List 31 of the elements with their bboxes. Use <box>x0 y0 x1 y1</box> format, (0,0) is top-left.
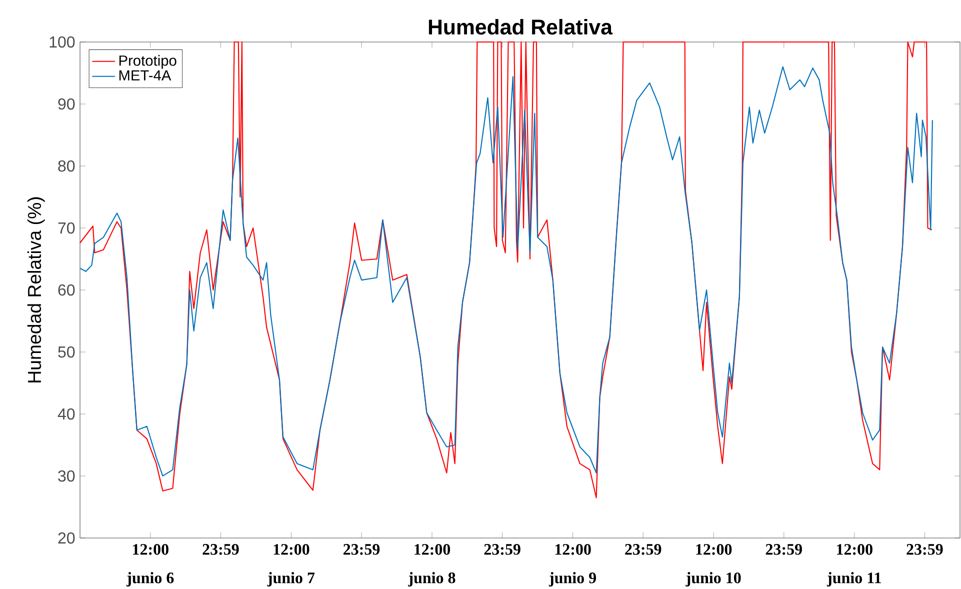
y-tick-label: 80 <box>58 160 75 172</box>
text: junio 8 <box>408 572 456 587</box>
y-tick-label: 50 <box>58 346 75 358</box>
y-tick-label: 100 <box>50 36 75 48</box>
text: junio 11 <box>826 572 881 587</box>
x-tick-label: 12:00 <box>414 544 450 555</box>
x-tick-label: 12:00 <box>837 544 872 555</box>
text: junio 7 <box>267 572 315 587</box>
x-tick-label: 23:59 <box>344 544 380 555</box>
x-tick-label: 23:59 <box>625 544 662 555</box>
x-tick-label: 23:59 <box>766 544 802 555</box>
legend-label: Prototipo <box>119 55 176 69</box>
y-axis-title: Humedad Relativa (%) <box>27 197 45 382</box>
y-tick-label: 60 <box>58 284 75 296</box>
x-tick-label: 12:00 <box>555 544 591 555</box>
text: junio 9 <box>548 572 596 587</box>
x-tick-label: 23:59 <box>906 544 943 555</box>
x-tick-label: 23:59 <box>202 544 239 555</box>
y-tick-label: 20 <box>58 532 75 544</box>
x-tick-label: 12:00 <box>274 544 310 555</box>
legend-label: MET-4A <box>119 70 172 80</box>
x-tick-label: 23:59 <box>484 544 520 555</box>
y-tick-label: 70 <box>58 222 75 234</box>
x-tick-label: 12:00 <box>696 544 732 555</box>
y-tick-label: 90 <box>58 98 75 110</box>
text: junio 6 <box>126 572 174 587</box>
y-tick-label: 40 <box>58 408 75 420</box>
x-tick-label: 12:00 <box>133 544 168 555</box>
y-tick-label: 30 <box>58 470 75 482</box>
text: junio 10 <box>686 572 741 587</box>
chart-title: Humedad Relativa <box>428 18 613 35</box>
